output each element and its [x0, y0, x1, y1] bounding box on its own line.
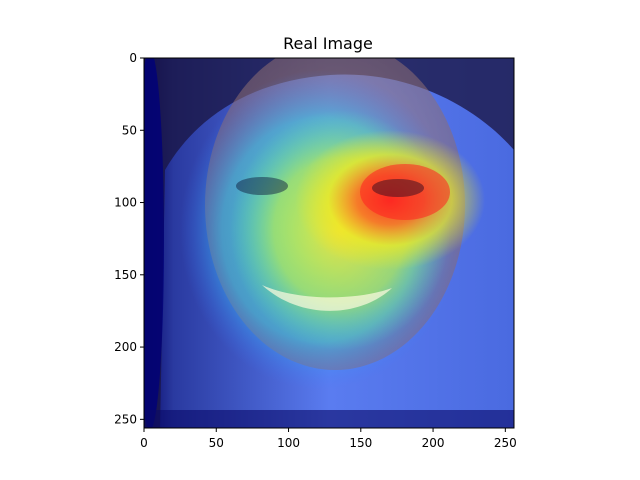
- y-tick-label: 200: [114, 340, 137, 354]
- smile-shape: [262, 285, 392, 311]
- hair-shape: [144, 58, 514, 428]
- right-eye: [372, 179, 424, 197]
- left-eye: [236, 177, 288, 195]
- y-tick-label: 150: [114, 268, 137, 282]
- y-tick-label: 100: [114, 196, 137, 210]
- plot-frame: [143, 57, 515, 429]
- y-tick-label: 50: [122, 123, 137, 137]
- x-tick-label: 0: [140, 436, 148, 450]
- x-tick-label: 150: [349, 436, 372, 450]
- heatmap-image: [144, 58, 514, 428]
- heatmap-bottom-band: [144, 410, 514, 428]
- x-tick-label: 250: [494, 436, 517, 450]
- y-tick-label: 250: [114, 412, 137, 426]
- cold-border: [144, 58, 164, 428]
- x-tick-label: 200: [422, 436, 445, 450]
- x-tick-label: 100: [277, 436, 300, 450]
- y-tick-label: 0: [129, 51, 137, 65]
- chart-title: Real Image: [283, 34, 373, 53]
- x-tick-label: 50: [209, 436, 224, 450]
- y-axis-ticks: 0 50 100 150 200 250: [114, 51, 144, 426]
- x-axis-ticks: 0 50 100 150 200 250: [140, 428, 517, 450]
